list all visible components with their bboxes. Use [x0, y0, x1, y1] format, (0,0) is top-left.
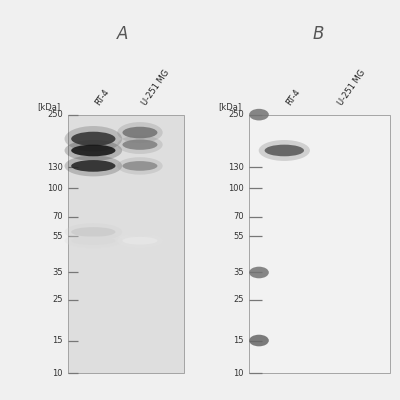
- Ellipse shape: [117, 234, 163, 248]
- Text: 15: 15: [52, 336, 63, 345]
- Text: 25: 25: [234, 295, 244, 304]
- Text: RT-4: RT-4: [284, 88, 302, 107]
- Ellipse shape: [122, 140, 158, 150]
- Text: B: B: [313, 26, 324, 44]
- Ellipse shape: [117, 157, 163, 175]
- Ellipse shape: [64, 140, 122, 161]
- Text: 55: 55: [52, 232, 63, 241]
- Text: RT-4: RT-4: [93, 88, 111, 107]
- Text: 70: 70: [233, 212, 244, 221]
- Text: U-251 MG: U-251 MG: [336, 68, 368, 107]
- Ellipse shape: [64, 126, 122, 152]
- Ellipse shape: [249, 109, 269, 120]
- Text: 35: 35: [52, 268, 63, 277]
- Text: 10: 10: [52, 368, 63, 378]
- Ellipse shape: [117, 122, 163, 143]
- Text: U-251 MG: U-251 MG: [140, 68, 171, 107]
- Ellipse shape: [259, 140, 310, 161]
- Ellipse shape: [71, 132, 116, 146]
- Text: 70: 70: [52, 212, 63, 221]
- Text: 25: 25: [52, 295, 63, 304]
- Ellipse shape: [265, 145, 304, 156]
- Ellipse shape: [71, 145, 116, 156]
- Text: [kDa]: [kDa]: [218, 102, 241, 111]
- Text: 100: 100: [47, 184, 63, 193]
- Bar: [68, 115, 184, 373]
- Ellipse shape: [64, 233, 122, 248]
- Ellipse shape: [117, 224, 163, 240]
- Text: 250: 250: [47, 110, 63, 119]
- Ellipse shape: [71, 227, 116, 237]
- Text: A: A: [116, 26, 128, 44]
- Text: 250: 250: [228, 110, 244, 119]
- Text: 130: 130: [228, 163, 244, 172]
- Ellipse shape: [117, 135, 163, 154]
- Bar: [249, 115, 390, 373]
- Ellipse shape: [249, 267, 269, 278]
- Text: 10: 10: [234, 368, 244, 378]
- Ellipse shape: [122, 228, 158, 236]
- Ellipse shape: [122, 127, 158, 138]
- Text: 55: 55: [234, 232, 244, 241]
- Text: 35: 35: [233, 268, 244, 277]
- Text: 100: 100: [228, 184, 244, 193]
- Ellipse shape: [249, 335, 269, 346]
- Text: [kDa]: [kDa]: [37, 102, 60, 111]
- Ellipse shape: [64, 156, 122, 176]
- Ellipse shape: [64, 223, 122, 241]
- Text: 130: 130: [47, 163, 63, 172]
- Ellipse shape: [122, 161, 158, 171]
- Ellipse shape: [71, 236, 116, 245]
- Ellipse shape: [122, 237, 158, 244]
- Ellipse shape: [71, 160, 116, 172]
- Text: 15: 15: [234, 336, 244, 345]
